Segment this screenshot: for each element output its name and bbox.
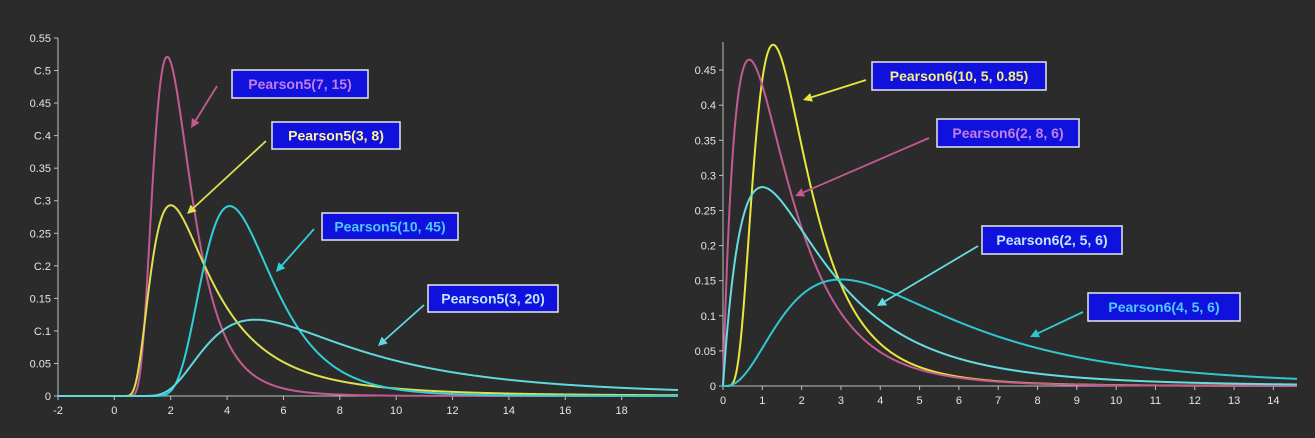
series-label: Pearson6(10, 5, 0.85): [890, 68, 1029, 84]
x-tick-label: 5: [917, 395, 923, 407]
series-label-box: [981, 225, 1123, 255]
x-tick-label: 1: [759, 395, 765, 407]
x-tick-label: 14: [1267, 395, 1279, 407]
y-tick-label: 0.55: [30, 33, 51, 45]
series-label: Pearson5(3, 20): [441, 291, 545, 307]
arrowhead-icon: [795, 188, 806, 197]
x-tick-label: -2: [53, 405, 63, 417]
y-tick-label: 0.35: [30, 163, 51, 175]
y-tick-label: C.2: [34, 261, 51, 273]
y-tick-label: 0.35: [695, 135, 716, 147]
series-label: Pearson5(7, 15): [248, 76, 352, 92]
callout-arrow: [811, 79, 867, 99]
series-line-pearson5-3-20: [57, 318, 679, 397]
y-tick-label: 0.3: [701, 170, 716, 182]
y-tick-label: 0.15: [30, 293, 51, 305]
callout-arrow: [194, 85, 218, 121]
y-tick-label: 0.2: [701, 241, 716, 253]
y-tick-label: 0.1: [701, 311, 716, 323]
y-tick-label: C.5: [34, 66, 51, 78]
series-label-box: [936, 118, 1080, 148]
x-tick-label: 6: [956, 395, 962, 407]
x-tick-label: 3: [838, 395, 844, 407]
callout-arrow: [192, 140, 267, 209]
series-label: Pearson5(3, 8): [288, 128, 384, 144]
chart-panel-1: 0 0.05 C.1 0.15 C.2 0.25 C.3 0.35 C.4 0.45 C.5 0.55…: [30, 33, 679, 417]
x-tick-label: 8: [1034, 395, 1040, 407]
y-tick-label: 0: [45, 391, 51, 403]
x-tick-label: 14: [503, 405, 515, 417]
series-label: Pearson5(10, 45): [334, 219, 445, 235]
series-line-pearson5-3-8: [57, 204, 679, 397]
x-tick-label: 12: [1189, 395, 1201, 407]
x-tick-label: 0: [111, 405, 117, 417]
arrowhead-icon: [877, 297, 888, 306]
arrowhead-icon: [187, 204, 197, 214]
y-tick-label: 0.05: [695, 346, 716, 358]
x-tick-label: 0: [720, 395, 726, 407]
callout-arrow: [1037, 311, 1084, 334]
series-label-box: [271, 121, 401, 150]
y-tick-label: C.4: [34, 131, 51, 143]
x-tick-label: 6: [280, 405, 286, 417]
x-tick-label: 4: [877, 395, 883, 407]
series-label-box: [321, 212, 459, 241]
x-tick-label: 2: [168, 405, 174, 417]
chart-panel-2: 00.050.10.150.20.250.30.350.40.450 1 2 3 4 5 6…: [695, 42, 1298, 407]
x-tick-label: 10: [390, 405, 402, 417]
series-label: Pearson6(2, 8, 6): [952, 125, 1063, 141]
x-tick-label: 10: [1110, 395, 1122, 407]
callout-arrow: [884, 245, 979, 303]
y-tick-label: 0.45: [695, 65, 716, 77]
series-line-pearson6-4-5-6: [722, 278, 1298, 387]
x-tick-label: 18: [616, 405, 628, 417]
y-tick-label: 0: [710, 381, 716, 393]
callout-arrow: [802, 137, 930, 194]
series-label: Pearson6(4, 5, 6): [1108, 299, 1219, 315]
x-tick-label: 16: [559, 405, 571, 417]
y-tick-label: 0.15: [695, 276, 716, 288]
arrowhead-icon: [191, 117, 200, 128]
series-label-box: [427, 284, 559, 313]
callout-arrow: [281, 228, 315, 266]
x-tick-label: 12: [446, 405, 458, 417]
y-tick-label: 0.25: [30, 228, 51, 240]
x-tick-label: 9: [1074, 395, 1080, 407]
x-tick-label: 7: [995, 395, 1001, 407]
series-line-pearson6-2-8-6: [722, 58, 1298, 387]
y-tick-label: C.1: [34, 326, 51, 338]
callout-arrow: [384, 304, 425, 341]
series-line-pearson5-10-45: [57, 205, 679, 397]
x-tick-label: 8: [337, 405, 343, 417]
arrowhead-icon: [1030, 329, 1041, 338]
x-tick-label: 13: [1228, 395, 1240, 407]
x-tick-label: 2: [799, 395, 805, 407]
y-tick-label: C.3: [34, 196, 51, 208]
y-tick-label: 0.05: [30, 358, 51, 370]
y-tick-label: 0.45: [30, 98, 51, 110]
series-label: Pearson6(2, 5, 6): [996, 232, 1107, 248]
series-label-box: [871, 61, 1047, 91]
series-label-box: [231, 69, 369, 99]
series-line-pearson6-2-5-6: [722, 186, 1298, 387]
arrowhead-icon: [276, 262, 286, 272]
arrowhead-icon: [378, 336, 388, 346]
x-tick-label: 4: [224, 405, 230, 417]
x-tick-label: 11: [1150, 395, 1161, 407]
y-tick-label: 0.25: [695, 205, 716, 217]
series-label-box: [1087, 292, 1241, 322]
y-tick-label: 0.4: [701, 100, 716, 112]
arrowhead-icon: [803, 92, 813, 102]
